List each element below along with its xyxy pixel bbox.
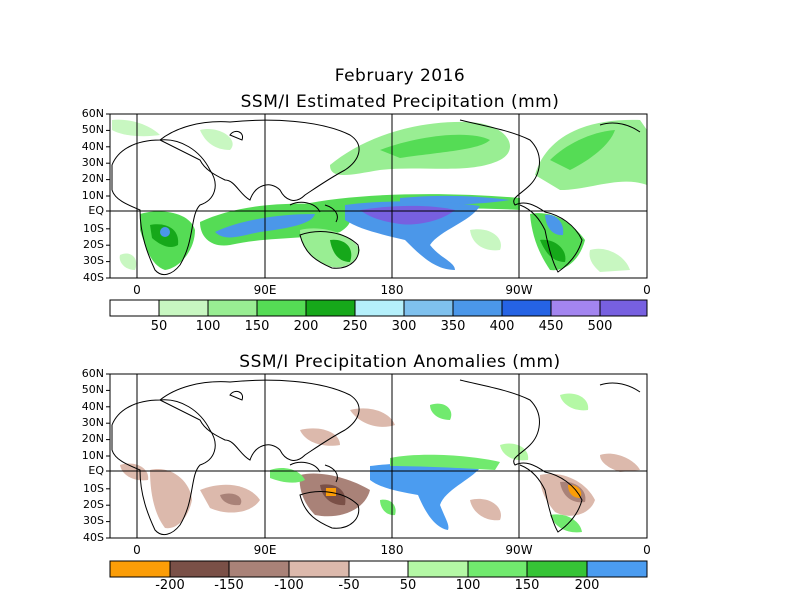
map1-lat-label: 30N [81, 156, 104, 169]
map1-lat-label: 40S [83, 271, 104, 284]
map1-lat-label: 30S [83, 254, 104, 267]
map1-lat-label: 60N [81, 107, 104, 120]
colorbar-1-label: 400 [489, 319, 515, 334]
map2-lon-label: 180 [380, 543, 404, 557]
map2-lat-label: 50N [81, 383, 104, 396]
colorbar-2-label: -150 [214, 578, 244, 593]
map2-lon-label: 90W [505, 543, 533, 557]
map1-title: SSM/I Estimated Precipitation (mm) [240, 92, 560, 112]
colorbar-2-label: 200 [574, 578, 600, 593]
colorbar-1-label: 450 [538, 319, 564, 334]
map1-lat-label: 40N [81, 140, 104, 153]
map1-lat-label: 10S [83, 222, 104, 235]
map2-lat-label: EQ [88, 464, 104, 477]
map1-lon-label: 90E [253, 283, 277, 297]
colorbar-2-label: 100 [455, 578, 481, 593]
lat-ticks [106, 113, 110, 279]
colorbar-1-label: 200 [293, 319, 319, 334]
figure-title: February 2016 [334, 66, 466, 86]
colorbar-2 [109, 560, 648, 578]
map2-title: SSM/I Precipitation Anomalies (mm) [239, 352, 561, 372]
colorbar-1-label: 300 [391, 319, 417, 334]
map2-lat-label: 30N [81, 416, 104, 429]
colorbar-2-label: -50 [338, 578, 360, 593]
colorbar-1-label: 500 [587, 319, 613, 334]
precipitation-field [112, 119, 647, 272]
map1-lat-label: EQ [88, 204, 104, 217]
colorbar-1 [109, 299, 648, 317]
colorbar-1-label: 100 [195, 319, 221, 334]
coastlines [111, 119, 641, 276]
anomaly-field [120, 393, 640, 533]
map1-lon-label: 90W [505, 283, 533, 297]
colorbar-2-label: -200 [155, 578, 185, 593]
colorbar-1-label: 350 [440, 319, 466, 334]
map1-lat-label: 20S [83, 238, 104, 251]
map1-lon-label: 0 [133, 283, 141, 297]
map2-lat-label: 20N [81, 432, 104, 445]
colorbar-2-label: -100 [274, 578, 304, 593]
map1-lon-label: 0 [643, 283, 651, 297]
colorbar-2-label: 150 [514, 578, 540, 593]
map1-lat-label: 10N [81, 189, 104, 202]
colorbar-2-label: 50 [399, 578, 417, 593]
map2-lat-label: 10S [83, 482, 104, 495]
map2-lat-label: 40N [81, 400, 104, 413]
map1-lon-label: 180 [380, 283, 404, 297]
map2-lon-label: 0 [643, 543, 651, 557]
map1-lat-label: 20N [81, 172, 104, 185]
map2-lat-label: 30S [83, 514, 104, 527]
map2-lat-label: 10N [81, 449, 104, 462]
coastlines-2 [111, 379, 641, 536]
map1-lat-label: 50N [81, 123, 104, 136]
map2-lon-label: 90E [253, 543, 277, 557]
colorbar-1-label: 150 [244, 319, 270, 334]
map2-lat-label: 40S [83, 531, 104, 544]
map2-lon-label: 0 [133, 543, 141, 557]
map2-lat-label: 20S [83, 498, 104, 511]
map2-lat-label: 60N [81, 367, 104, 380]
colorbar-1-label: 50 [150, 319, 168, 334]
colorbar-1-label: 250 [342, 319, 368, 334]
